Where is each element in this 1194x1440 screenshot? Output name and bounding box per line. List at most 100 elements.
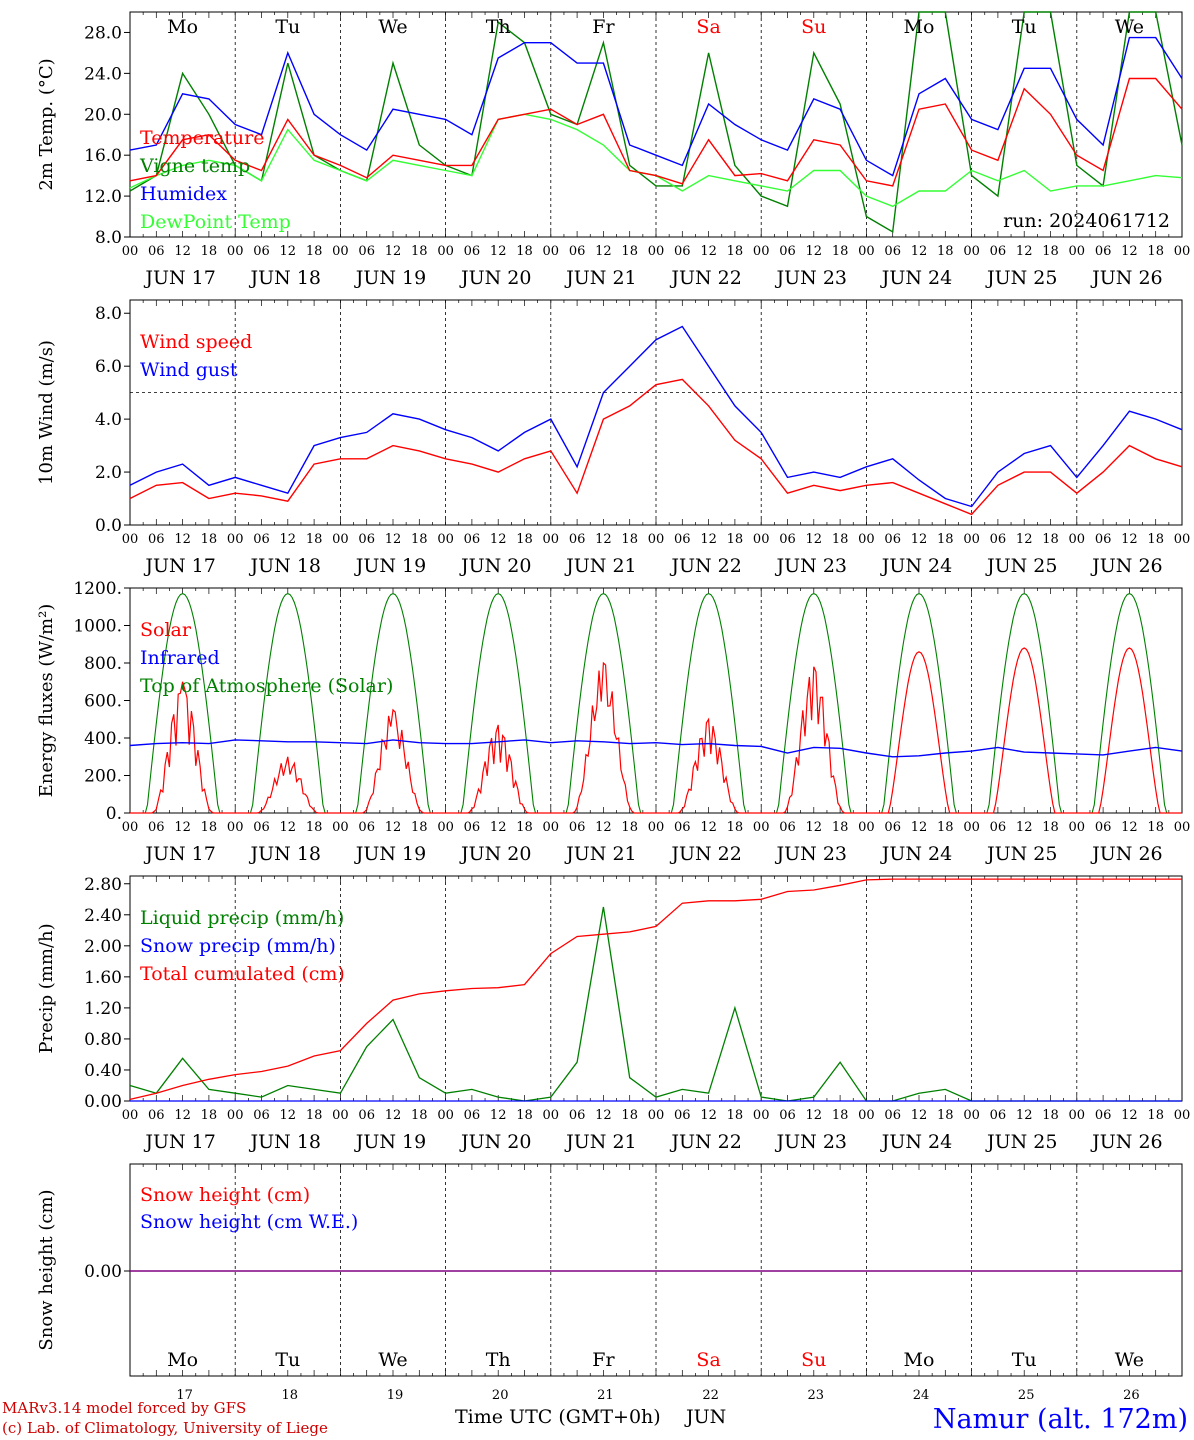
y-tick-label: 800. (84, 654, 122, 674)
hour-tick-label: 18 (937, 1108, 954, 1123)
hour-tick-label: 00 (1174, 820, 1191, 835)
hour-tick-label: 18 (621, 1108, 638, 1123)
hour-tick-label: 12 (595, 532, 612, 547)
hour-tick-label: 12 (700, 820, 717, 835)
weekday-label: We (1115, 16, 1144, 38)
y-tick-label: 2.80 (84, 875, 122, 895)
hour-tick-label: 12 (806, 820, 823, 835)
hour-tick-label: 00 (963, 532, 980, 547)
legend-entry: Wind gust (140, 359, 238, 381)
series-infrared (129, 739, 1183, 758)
legend-entry: Wind speed (140, 331, 252, 353)
footer-month: JUN (684, 1406, 726, 1428)
hour-tick-label: 06 (674, 820, 691, 835)
hour-tick-label: 18 (306, 1108, 323, 1123)
hour-tick-label: 00 (1174, 532, 1191, 547)
weekday-label: Mo (904, 1349, 935, 1371)
hour-tick-label: 18 (1147, 1108, 1164, 1123)
legend-entry: DewPoint Temp (140, 211, 291, 233)
hour-tick-label: 12 (806, 532, 823, 547)
hour-tick-label: 18 (727, 244, 744, 259)
hour-tick-label: 18 (411, 1108, 428, 1123)
hour-tick-label: 06 (569, 244, 586, 259)
hour-tick-label: 06 (1095, 820, 1112, 835)
hour-tick-label: 12 (490, 1108, 507, 1123)
y-tick-label: 0.00 (84, 1262, 122, 1282)
hour-tick-label: 06 (884, 1108, 901, 1123)
hour-tick-label: 12 (595, 1108, 612, 1123)
hour-tick-label: 18 (621, 244, 638, 259)
weekday-label: Fr (592, 1349, 615, 1371)
hour-tick-label: 12 (1121, 244, 1138, 259)
hour-tick-label: 00 (122, 1108, 139, 1123)
panel-frame (129, 11, 1183, 238)
hour-tick-label: 18 (516, 532, 533, 547)
date-label: JUN 20 (459, 555, 531, 577)
hour-tick-label: 12 (911, 244, 928, 259)
weekday-label: Su (801, 16, 826, 38)
hour-tick-label: 00 (1174, 244, 1191, 259)
y-tick-label: 0.80 (84, 1030, 122, 1050)
hour-tick-label: 12 (385, 244, 402, 259)
hour-tick-label: 18 (306, 244, 323, 259)
date-label: JUN 17 (143, 1131, 215, 1153)
hour-tick-label: 00 (858, 820, 875, 835)
hour-tick-label: 18 (727, 532, 744, 547)
hour-tick-label: 06 (464, 820, 481, 835)
date-label: JUN 26 (1090, 555, 1162, 577)
hour-tick-label: 00 (963, 820, 980, 835)
date-label: JUN 17 (143, 843, 215, 865)
hour-tick-label: 00 (332, 244, 349, 259)
hour-tick-label: 18 (832, 532, 849, 547)
hour-tick-label: 18 (201, 1108, 218, 1123)
hour-tick-label: 18 (832, 1108, 849, 1123)
hour-tick-label: 06 (674, 244, 691, 259)
y-tick-label: 1.60 (84, 968, 122, 988)
hour-tick-label: 00 (227, 820, 244, 835)
date-label: JUN 18 (249, 1131, 321, 1153)
y-axis-label: Energy fluxes (W/m²) (36, 604, 57, 798)
hour-tick-label: 06 (1095, 1108, 1112, 1123)
hour-tick-label: 12 (1016, 820, 1033, 835)
y-tick-label: 0.00 (84, 1092, 122, 1112)
y-tick-label: 20.0 (84, 105, 122, 125)
y-tick-label: 24.0 (84, 64, 122, 84)
hour-tick-label: 06 (569, 532, 586, 547)
hour-tick-label: 18 (1042, 820, 1059, 835)
precip-panel: 00 06 12 18 JUN 17 00 06 12 18 JUN 18 00 06 12 18 JUN … (36, 875, 1190, 1153)
hour-tick-label: 06 (148, 1108, 165, 1123)
day-number-label: 21 (597, 1388, 614, 1403)
date-label: JUN 23 (775, 555, 847, 577)
y-tick-label: 200. (84, 767, 122, 787)
hour-tick-label: 12 (700, 244, 717, 259)
day-number-label: 17 (176, 1388, 193, 1403)
y-tick-label: 8.0 (95, 304, 122, 324)
hour-tick-label: 12 (806, 244, 823, 259)
hour-tick-label: 00 (122, 820, 139, 835)
hour-tick-label: 00 (1069, 820, 1086, 835)
weekday-label: Tu (1012, 16, 1037, 38)
day-number-label: 20 (492, 1388, 509, 1403)
footer-time-label: Time UTC (GMT+0h) (455, 1406, 661, 1428)
hour-tick-label: 00 (437, 244, 454, 259)
hour-tick-label: 06 (990, 532, 1007, 547)
hour-tick-label: 00 (332, 1108, 349, 1123)
hour-tick-label: 00 (227, 244, 244, 259)
date-label: JUN 17 (143, 267, 215, 289)
hour-tick-label: 12 (1016, 1108, 1033, 1123)
hour-tick-label: 06 (674, 1108, 691, 1123)
date-label: JUN 23 (775, 843, 847, 865)
hour-tick-label: 12 (174, 244, 191, 259)
hour-tick-label: 00 (332, 820, 349, 835)
weekday-label: Fr (592, 16, 615, 38)
hour-tick-label: 06 (779, 244, 796, 259)
hour-tick-label: 00 (1069, 1108, 1086, 1123)
legend-entry: Liquid precip (mm/h) (140, 907, 344, 929)
date-label: JUN 24 (880, 267, 952, 289)
hour-tick-label: 12 (1121, 820, 1138, 835)
hour-tick-label: 06 (884, 244, 901, 259)
date-label: JUN 20 (459, 843, 531, 865)
hour-tick-label: 06 (148, 532, 165, 547)
footer: MARv3.14 model forced by GFS (c) Lab. of… (2, 1399, 1188, 1437)
footer-model-credit: MARv3.14 model forced by GFS (2, 1399, 246, 1417)
